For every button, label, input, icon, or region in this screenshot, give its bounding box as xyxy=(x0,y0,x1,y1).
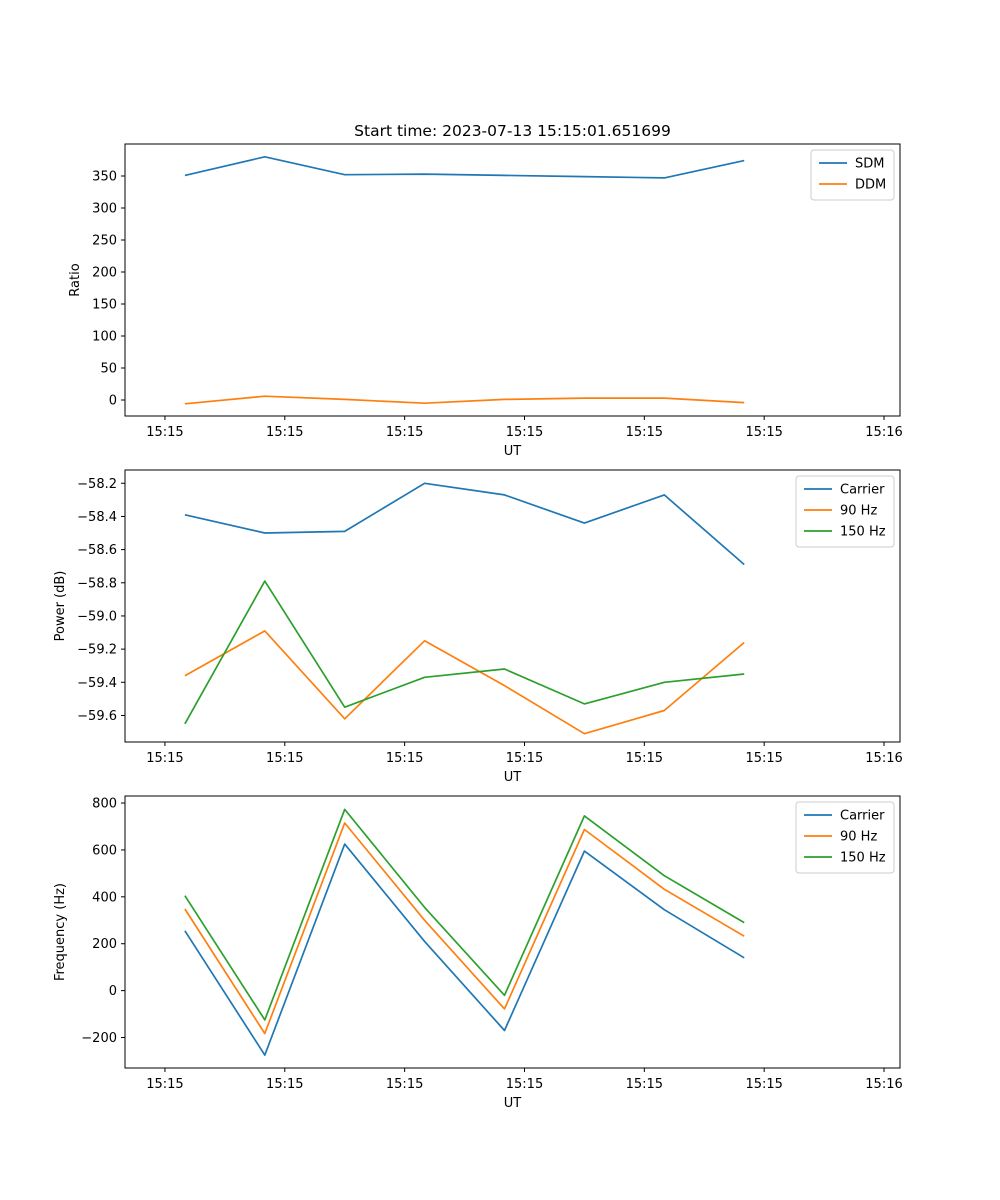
y-tick-label: −200 xyxy=(81,1031,117,1046)
series-line-150-hz xyxy=(184,808,745,1021)
legend-label: 150 Hz xyxy=(840,851,886,866)
legend: SDM DDM xyxy=(810,149,895,201)
y-tick-label: −58.8 xyxy=(77,576,117,591)
y-tick-label: 600 xyxy=(92,843,117,858)
series-line-150-hz xyxy=(184,580,745,725)
legend: Carrier 90 Hz 150 Hz xyxy=(795,475,895,548)
axes-frame xyxy=(124,143,901,417)
x-tick-label: 15:15 xyxy=(386,751,423,766)
series-line-90-hz xyxy=(184,822,745,1035)
x-tick-label: 15:16 xyxy=(865,751,902,766)
series-line-ddm xyxy=(184,395,745,405)
x-tick-label: 15:15 xyxy=(626,425,663,440)
x-tick-label: 15:15 xyxy=(146,425,183,440)
legend-label: 90 Hz xyxy=(840,504,877,519)
y-tick-label: −59.6 xyxy=(77,709,117,724)
y-tick-label: −59.0 xyxy=(77,609,117,624)
x-tick-label: 15:16 xyxy=(865,1077,902,1092)
chart-panel-2: 15:15 15:15 15:15 15:15 15:15 15:15 15:16 −59.6… xyxy=(53,469,903,785)
y-tick-label: 50 xyxy=(100,362,117,377)
x-tick-label: 15:15 xyxy=(386,425,423,440)
y-tick-label: 150 xyxy=(92,298,117,313)
y-tick-label: 100 xyxy=(92,330,117,345)
x-tick-label: 15:15 xyxy=(506,1077,543,1092)
legend-box xyxy=(795,475,895,548)
x-tick-label: 15:15 xyxy=(266,751,303,766)
y-axis-label: Power (dB) xyxy=(53,571,68,642)
legend-box xyxy=(795,801,895,874)
chart-panel-3: 15:15 15:15 15:15 15:15 15:15 15:15 15:16 −200 0… xyxy=(53,795,903,1111)
x-axis-label: UT xyxy=(504,444,522,459)
x-tick-label: 15:15 xyxy=(146,751,183,766)
legend-label: 90 Hz xyxy=(840,830,877,845)
y-tick-label: 0 xyxy=(109,984,117,999)
x-axis-label: UT xyxy=(504,770,522,785)
legend-label: DDM xyxy=(855,178,886,193)
x-tick-label: 15:15 xyxy=(146,1077,183,1092)
legend-label: 150 Hz xyxy=(840,525,886,540)
legend-label: SDM xyxy=(855,157,884,172)
y-tick-label: 200 xyxy=(92,266,117,281)
y-tick-label: −58.4 xyxy=(77,510,117,525)
y-tick-label: −58.6 xyxy=(77,543,117,558)
x-tick-label: 15:15 xyxy=(626,1077,663,1092)
series-line-carrier xyxy=(184,482,745,566)
series-line-90-hz xyxy=(184,630,745,735)
y-axis-label: Frequency (Hz) xyxy=(53,883,68,981)
y-tick-label: 800 xyxy=(92,797,117,812)
y-tick-label: 0 xyxy=(109,394,117,409)
y-tick-label: 350 xyxy=(92,170,117,185)
y-tick-label: −59.4 xyxy=(77,676,117,691)
x-tick-label: 15:15 xyxy=(506,425,543,440)
chart-panel-1: Start time: 2023-07-13 15:15:01.651699 15… xyxy=(68,122,903,459)
legend: Carrier 90 Hz 150 Hz xyxy=(795,801,895,874)
x-tick-label: 15:15 xyxy=(745,425,782,440)
chart-title: Start time: 2023-07-13 15:15:01.651699 xyxy=(354,122,671,140)
x-tick-label: 15:15 xyxy=(506,751,543,766)
x-tick-label: 15:15 xyxy=(745,751,782,766)
y-tick-label: 250 xyxy=(92,234,117,249)
series-line-sdm xyxy=(184,155,745,179)
x-tick-label: 15:16 xyxy=(865,425,902,440)
x-axis-label: UT xyxy=(504,1096,522,1111)
legend-label: Carrier xyxy=(840,809,885,824)
x-tick-label: 15:15 xyxy=(266,425,303,440)
series-line-carrier xyxy=(184,843,745,1056)
y-axis-label: Ratio xyxy=(68,263,83,296)
legend-label: Carrier xyxy=(840,483,885,498)
y-tick-label: −58.2 xyxy=(77,477,117,492)
axes-frame xyxy=(124,469,901,743)
y-tick-label: −59.2 xyxy=(77,643,117,658)
y-tick-label: 300 xyxy=(92,202,117,217)
axes-frame xyxy=(124,795,901,1069)
x-tick-label: 15:15 xyxy=(626,751,663,766)
y-tick-label: 200 xyxy=(92,937,117,952)
x-tick-label: 15:15 xyxy=(386,1077,423,1092)
x-tick-label: 15:15 xyxy=(745,1077,782,1092)
x-tick-label: 15:15 xyxy=(266,1077,303,1092)
y-tick-label: 400 xyxy=(92,890,117,905)
